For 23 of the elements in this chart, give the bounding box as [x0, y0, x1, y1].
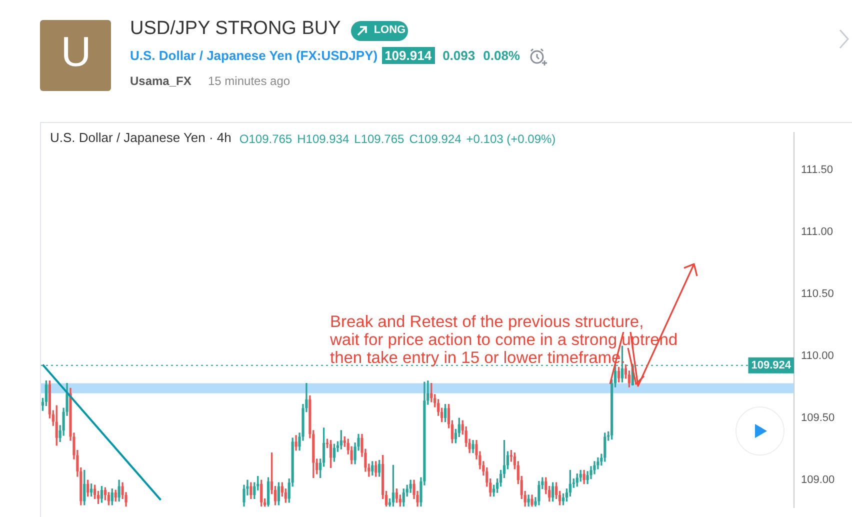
y-tick-label: 111.50	[801, 164, 834, 176]
annotation: Break and Retest of the previous structure,	[330, 313, 644, 332]
text: 15 minutes ago	[208, 74, 290, 88]
text: 109.914	[382, 47, 435, 64]
y-tick-label: 111.00	[801, 226, 834, 238]
y-tick-label: 109.50	[801, 412, 835, 424]
text: U	[60, 28, 92, 76]
text: 0.093	[442, 48, 476, 63]
y-tick-label: 110.00	[801, 350, 834, 362]
text: 0.08%	[483, 48, 520, 63]
text: Usama_FX	[130, 74, 192, 88]
annotation: O109.765	[239, 132, 292, 146]
chart-title: USD/JPY STRONG BUY	[130, 18, 341, 40]
text: LONG	[374, 24, 406, 36]
y-tick-label: 110.50	[801, 288, 834, 300]
annotation: L109.765	[354, 132, 404, 146]
y-tick-label: 109.00	[801, 474, 835, 486]
chart-subtitle: U.S. Dollar / Japanese Yen (FX:USDJPY)	[130, 48, 378, 63]
annotation: C109.924	[409, 132, 462, 146]
annotation: H109.934	[297, 132, 350, 146]
ref-line-label: 109.924	[751, 359, 792, 372]
annotation: +0.103 (+0.09%)	[466, 132, 556, 146]
annotation: U.S. Dollar / Japanese Yen · 4h	[50, 130, 232, 145]
